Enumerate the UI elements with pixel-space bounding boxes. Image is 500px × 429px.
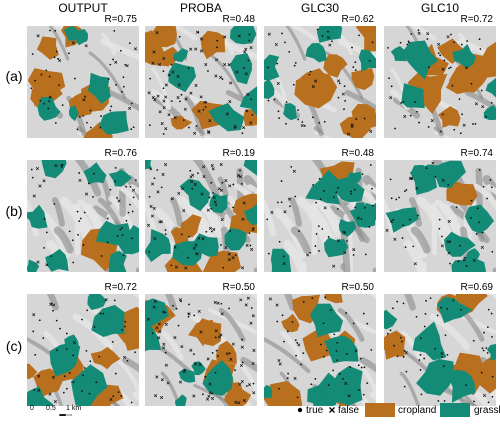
- map-panel-b-glc10: [384, 160, 496, 272]
- legend-true-label: true: [306, 405, 324, 416]
- r-value-a-glc30: R=0.62: [341, 14, 374, 25]
- map-panel-a-glc10: [384, 26, 496, 138]
- row-label-b: (b): [5, 203, 23, 219]
- r-value-a-proba: R=0.48: [222, 14, 255, 25]
- column-header-glc10: GLC10: [420, 1, 460, 15]
- map-panel-c-glc10: [384, 294, 496, 406]
- legend-grassland-swatch: [440, 403, 470, 417]
- legend-false-label: false: [338, 405, 360, 416]
- r-value-b-glc10: R=0.74: [460, 148, 493, 159]
- map-panel-c-output: [27, 294, 139, 406]
- map-panel-c-proba: [145, 294, 257, 406]
- map-panel-a-proba: [145, 26, 257, 138]
- legend-cropland-swatch: [365, 403, 395, 417]
- r-value-c-proba: R=0.50: [222, 282, 255, 293]
- r-value-c-output: R=0.72: [104, 282, 137, 293]
- map-panel-a-glc30: [264, 26, 376, 138]
- scale-tick-1km: 1 km: [66, 405, 82, 412]
- map-panel-b-glc30: [264, 160, 376, 272]
- scale-bar: [59, 414, 72, 416]
- scale-tick-0: 0: [30, 405, 34, 412]
- row-label-a: (a): [5, 68, 23, 84]
- r-value-a-output: R=0.75: [104, 14, 137, 25]
- column-header-proba: PROBA: [179, 1, 222, 15]
- r-value-b-proba: R=0.19: [222, 148, 255, 159]
- r-value-b-output: R=0.76: [104, 148, 137, 159]
- legend-grassland-label: grassland: [474, 405, 500, 416]
- map-panel-a-output: [27, 26, 139, 138]
- true-dot-icon: [297, 407, 303, 413]
- r-value-c-glc30: R=0.50: [341, 282, 374, 293]
- map-panel-c-glc30: [264, 294, 376, 406]
- r-value-c-glc10: R=0.69: [460, 282, 493, 293]
- r-value-a-glc10: R=0.72: [460, 14, 493, 25]
- scale-tick-half: 0.5: [46, 405, 56, 412]
- r-value-b-glc30: R=0.48: [341, 148, 374, 159]
- row-label-c: (c): [5, 338, 23, 354]
- false-cross-icon: [329, 407, 335, 413]
- column-header-output: OUTPUT: [58, 1, 108, 15]
- map-panel-b-proba: [145, 160, 257, 272]
- column-header-glc30: GLC30: [300, 1, 340, 15]
- map-panel-b-output: [27, 160, 139, 272]
- legend-cropland-label: cropland: [398, 405, 437, 416]
